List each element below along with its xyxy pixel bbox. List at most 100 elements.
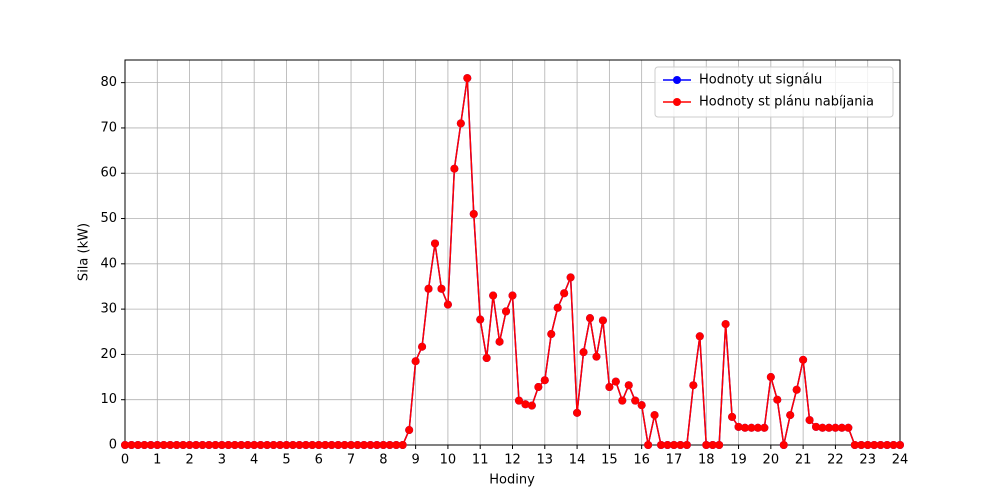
point [217, 441, 226, 449]
point [721, 320, 730, 329]
x-tick-label: 2 [185, 453, 193, 468]
x-tick-label: 14 [569, 453, 586, 468]
point [353, 441, 362, 449]
point [560, 289, 569, 298]
x-tick-label: 17 [666, 453, 683, 468]
point [146, 441, 155, 449]
y-tick-label: 70 [100, 120, 117, 135]
point [359, 441, 368, 449]
point [637, 401, 646, 410]
y-tick-label: 30 [100, 302, 117, 317]
x-tick-label: 11 [472, 453, 489, 468]
point [256, 441, 265, 449]
point [450, 164, 459, 173]
x-tick-label: 8 [379, 453, 387, 468]
x-tick-label: 15 [601, 453, 618, 468]
point [314, 441, 323, 449]
point [728, 412, 737, 421]
point [295, 441, 304, 449]
point [237, 441, 246, 449]
point [773, 395, 782, 404]
point [211, 441, 220, 449]
legend-box [654, 66, 894, 118]
legend-label: Hodnoty ut signálu [699, 73, 822, 88]
point [805, 416, 814, 425]
legend-label: Hodnoty st plánu nabíjania [699, 95, 874, 110]
point [786, 411, 795, 420]
point [159, 441, 168, 449]
point [127, 441, 136, 449]
x-tick-label: 9 [411, 453, 419, 468]
point [592, 352, 601, 361]
x-tick-label: 10 [440, 453, 457, 468]
point [398, 441, 407, 449]
point [850, 441, 859, 449]
point [631, 396, 640, 405]
point [508, 291, 517, 300]
point [269, 441, 278, 449]
x-tick-label: 19 [730, 453, 747, 468]
point [424, 284, 433, 293]
point [753, 423, 762, 432]
x-axis-label: Hodiny [489, 473, 535, 488]
y-tick-label: 20 [100, 347, 117, 362]
x-tick-label: 12 [504, 453, 521, 468]
y-tick-label: 60 [100, 166, 117, 181]
point [702, 441, 711, 449]
point [799, 355, 808, 364]
y-tick-label: 10 [100, 392, 117, 407]
point [392, 441, 401, 449]
point [482, 354, 491, 363]
point [624, 381, 633, 390]
x-tick-label: 0 [121, 453, 129, 468]
point [431, 239, 439, 248]
point [779, 441, 788, 449]
point [883, 441, 892, 449]
point [669, 441, 678, 449]
y-tick-label: 40 [100, 256, 117, 271]
point [760, 423, 769, 432]
point [347, 441, 356, 449]
x-tick-label: 20 [763, 453, 780, 468]
point [747, 423, 756, 432]
point [230, 441, 239, 449]
point [682, 441, 691, 449]
x-tick-label: 6 [315, 453, 323, 468]
point [870, 441, 879, 449]
x-tick-label: 21 [795, 453, 812, 468]
x-tick-label: 23 [859, 453, 876, 468]
point [372, 441, 381, 449]
point [650, 411, 659, 420]
x-tick-label: 16 [633, 453, 650, 468]
point [818, 423, 827, 432]
x-tick-label: 7 [347, 453, 355, 468]
point [896, 441, 904, 449]
point [876, 441, 885, 449]
point [204, 441, 213, 449]
point [321, 441, 330, 449]
point [812, 422, 821, 431]
point [598, 316, 607, 325]
y-tick-label: 80 [100, 75, 117, 90]
point [224, 441, 233, 449]
point [385, 441, 394, 449]
point [547, 330, 556, 339]
point [121, 441, 129, 449]
point [708, 441, 717, 449]
x-tick-label: 24 [892, 453, 909, 468]
y-tick-label: 50 [100, 211, 117, 226]
point [715, 441, 724, 449]
point [844, 423, 853, 432]
point [443, 300, 452, 309]
point [243, 441, 252, 449]
point [857, 441, 866, 449]
point [502, 307, 511, 316]
point [540, 376, 549, 385]
point [618, 396, 627, 405]
point [366, 441, 375, 449]
point [469, 210, 478, 218]
point [837, 423, 846, 432]
point [676, 441, 685, 449]
point [734, 422, 743, 431]
